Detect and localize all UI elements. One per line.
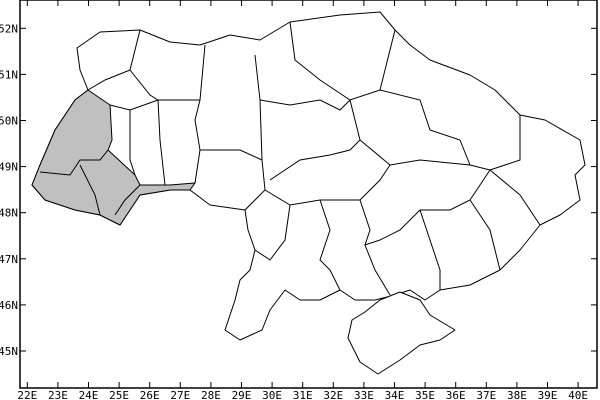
x-tick-label: 35E (415, 389, 435, 400)
x-tick-label: 25E (109, 389, 129, 400)
x-tick-label: 31E (293, 389, 313, 400)
x-tick-label: 39E (538, 389, 558, 400)
x-tick-label: 36E (446, 389, 466, 400)
highlighted-regions (31, 89, 197, 226)
x-tick-label: 30E (262, 389, 282, 400)
y-tick-label: 49N (0, 161, 18, 174)
y-tick-label: 46N (0, 299, 18, 312)
y-tick-label: 48N (0, 207, 18, 220)
y-tick-label: 50N (0, 115, 18, 128)
y-tick-label: 47N (0, 253, 18, 266)
x-tick-label: 34E (385, 389, 405, 400)
y-axis: 45N 46N 47N 48N 49N 50N 51N 52N (0, 22, 597, 358)
crimea-region (347, 291, 456, 375)
x-tick-label: 28E (201, 389, 221, 400)
x-tick-label: 24E (79, 389, 99, 400)
y-tick-label: 45N (0, 345, 18, 358)
x-tick-label: 29E (232, 389, 252, 400)
x-tick-label: 40E (568, 389, 588, 400)
x-tick-label: 27E (170, 389, 190, 400)
x-tick-label: 38E (507, 389, 527, 400)
region-border (79, 164, 101, 216)
region-border (114, 184, 141, 216)
x-tick-label: 37E (476, 389, 496, 400)
x-tick-label: 23E (48, 389, 68, 400)
x-tick-label: 32E (323, 389, 343, 400)
y-tick-label: 51N (0, 68, 18, 81)
x-axis: 22E 23E 24E 25E 26E 27E 28E 29E 30E 31E 32E 33E 34E 3… (17, 0, 588, 400)
y-tick-label: 52N (0, 22, 18, 35)
x-tick-label: 26E (140, 389, 160, 400)
region-border (39, 149, 109, 176)
oblast-borders (87, 21, 541, 296)
x-tick-label: 22E (17, 389, 37, 400)
x-tick-label: 33E (354, 389, 374, 400)
